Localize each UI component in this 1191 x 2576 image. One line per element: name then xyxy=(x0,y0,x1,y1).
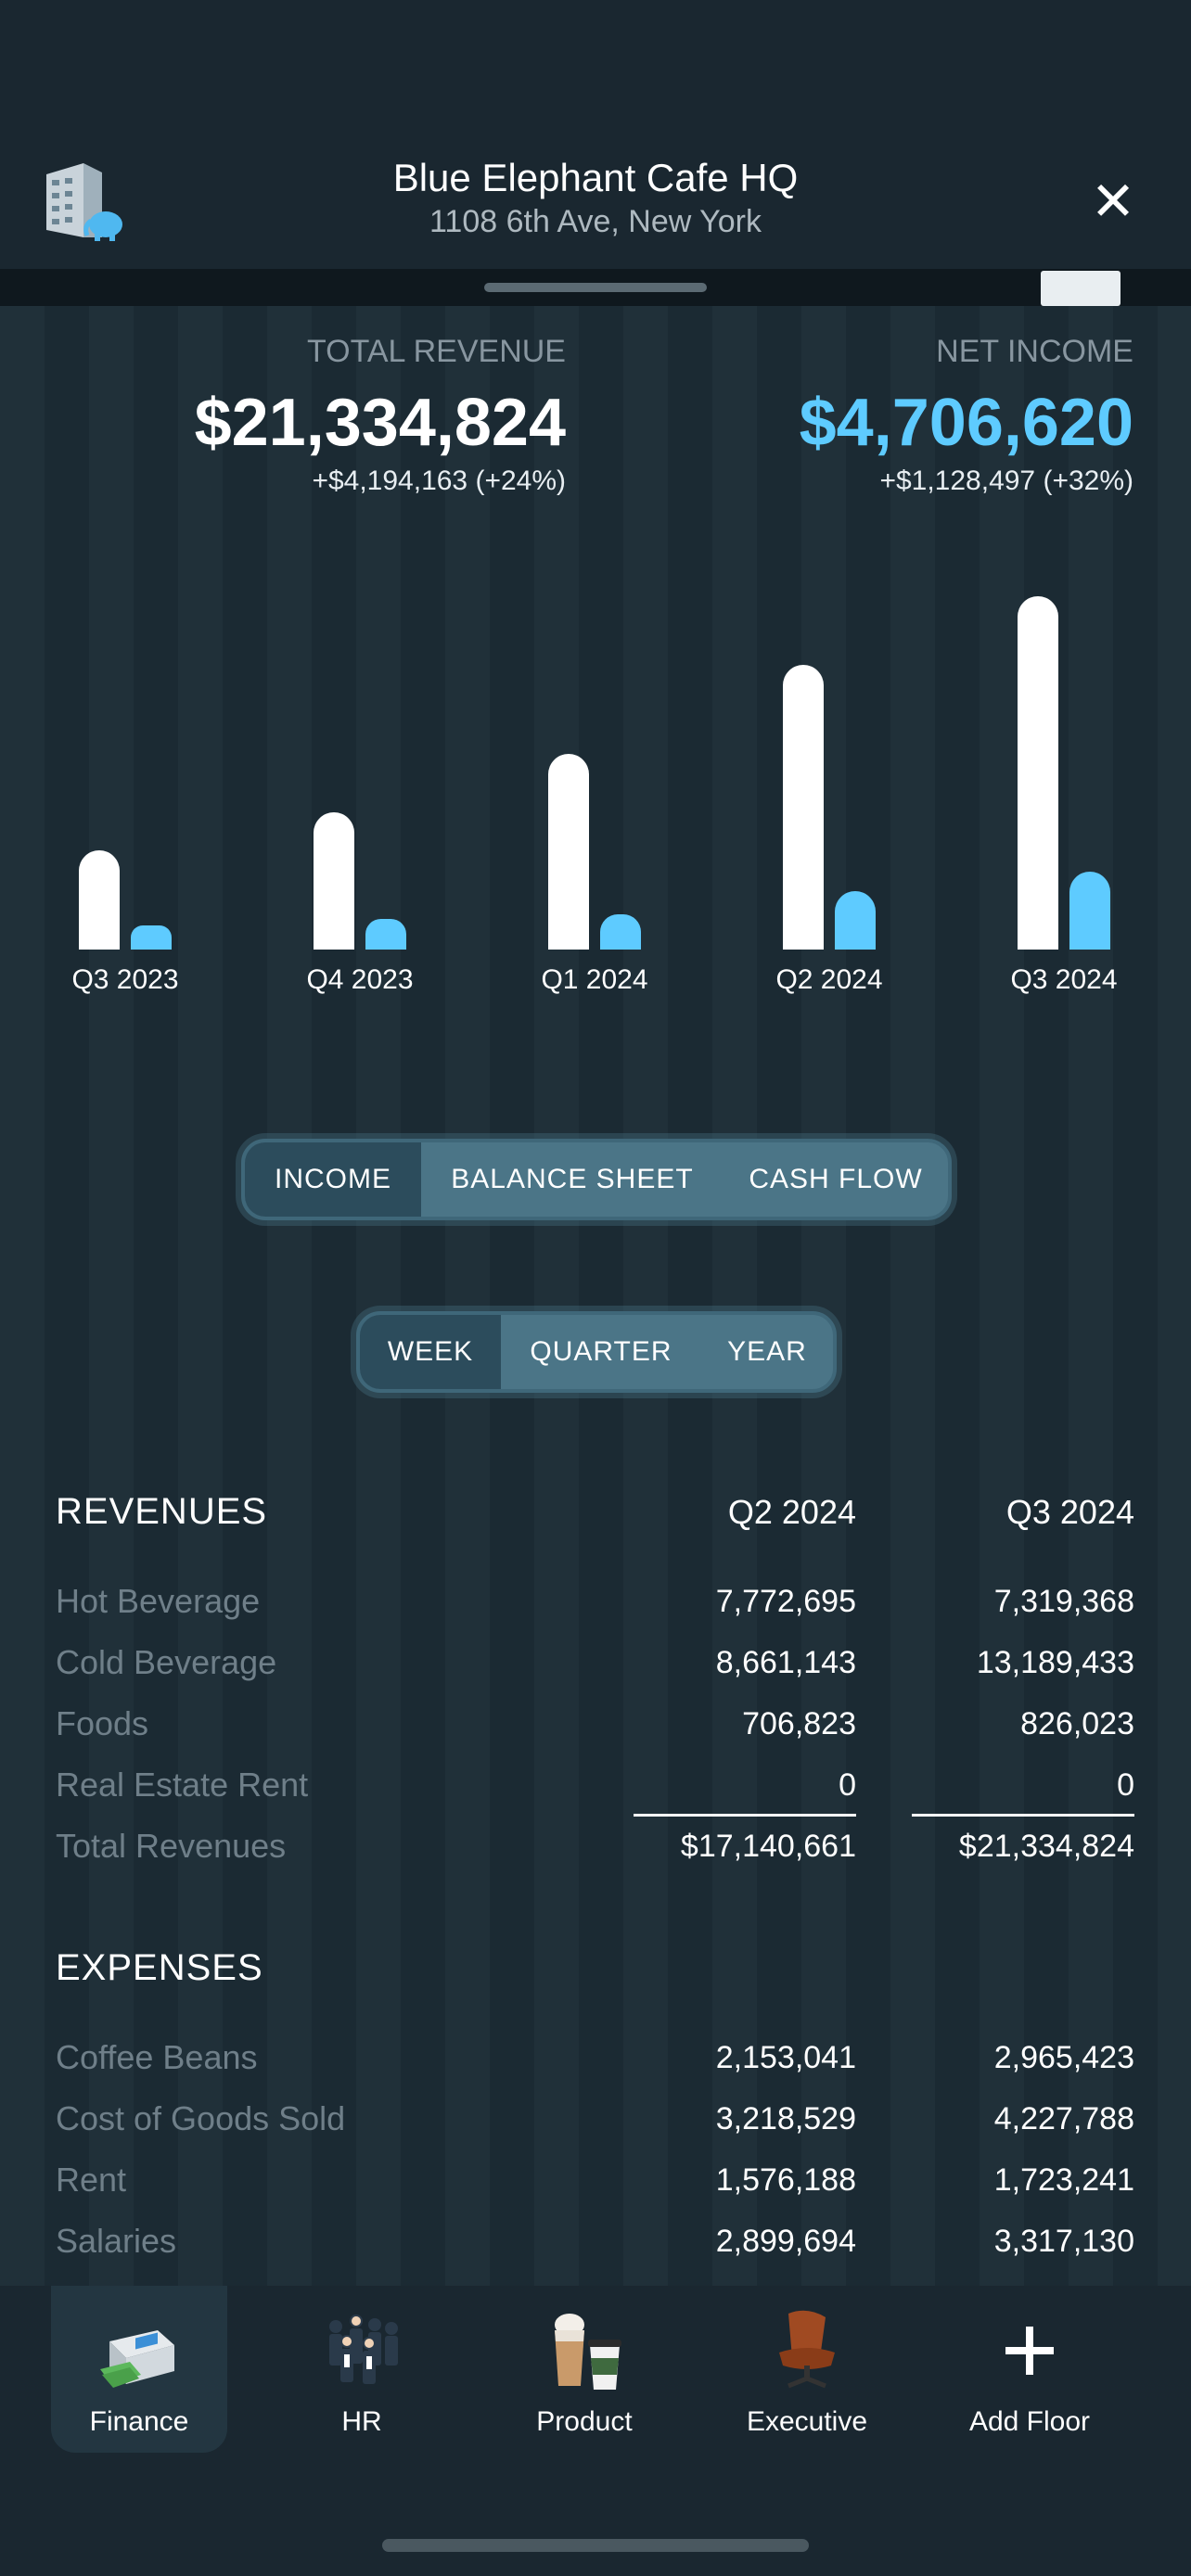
net-income-bar-4 xyxy=(1069,872,1110,950)
tab-income[interactable]: INCOME xyxy=(245,1142,421,1217)
nav-executive[interactable]: Executive xyxy=(719,2286,895,2453)
period-tabs: WEEK QUARTER YEAR xyxy=(356,1311,837,1393)
cell-q2: 8,661,143 xyxy=(715,1645,856,1680)
cell-q3: 7,319,368 xyxy=(993,1584,1134,1619)
row-label: Hot Beverage xyxy=(56,1582,261,1620)
cell-q2: 706,823 xyxy=(742,1706,856,1741)
cash-counter-icon xyxy=(100,2330,174,2388)
cell-q2: 2,899,694 xyxy=(715,2224,856,2259)
tab-year[interactable]: YEAR xyxy=(727,1336,807,1367)
statement-tabs: INCOME BALANCE SHEET CASH FLOW xyxy=(241,1139,952,1220)
net-income-label: NET INCOME xyxy=(936,334,1133,369)
subtotal-rule-q2 xyxy=(634,1814,856,1817)
row-label: Cold Beverage xyxy=(56,1643,277,1681)
net-income-value: $4,706,620 xyxy=(799,386,1133,460)
coffee-cups-icon xyxy=(555,2314,621,2390)
expenses-title: EXPENSES xyxy=(56,1947,263,1988)
cell-total-q3: $21,334,824 xyxy=(958,1829,1134,1864)
home-indicator xyxy=(382,2539,809,2552)
header xyxy=(0,0,1191,269)
tab-cash-flow[interactable]: CASH FLOW xyxy=(749,1164,923,1194)
tab-quarter[interactable]: QUARTER xyxy=(530,1336,672,1367)
net-income-delta: +$1,128,497 (+32%) xyxy=(879,465,1133,496)
cell-q3: 13,189,433 xyxy=(976,1645,1134,1680)
row-label: Cost of Goods Sold xyxy=(56,2099,346,2137)
tab-week[interactable]: WEEK xyxy=(360,1315,501,1389)
net-income-bar-3 xyxy=(835,891,876,950)
close-button[interactable]: ✕ xyxy=(1085,175,1141,232)
strip-tab[interactable] xyxy=(1041,271,1121,306)
close-icon: ✕ xyxy=(1090,172,1136,232)
net-income-bar-1 xyxy=(365,919,406,950)
subtotal-rule-q3 xyxy=(912,1814,1134,1817)
total-revenue-value: $21,334,824 xyxy=(194,386,566,460)
nav-label: Product xyxy=(536,2406,633,2437)
cell-q3: 826,023 xyxy=(1020,1706,1134,1741)
office-chair-icon xyxy=(779,2310,835,2389)
revenues-title: REVENUES xyxy=(56,1491,268,1532)
cell-q3: 1,723,241 xyxy=(993,2162,1134,2198)
cell-q2: 2,153,041 xyxy=(715,2040,856,2075)
row-label: Real Estate Rent xyxy=(56,1766,309,1804)
finance-panel xyxy=(0,306,1191,2286)
page-title: Blue Elephant Cafe HQ xyxy=(392,156,799,199)
plus-icon xyxy=(1005,2327,1054,2375)
x-tick-label: Q3 2024 xyxy=(1010,964,1118,995)
nav-hr[interactable]: HR xyxy=(274,2286,450,2453)
cell-q3: 0 xyxy=(1117,1767,1134,1803)
cell-q3: 4,227,788 xyxy=(993,2101,1134,2136)
row-label: Coffee Beans xyxy=(56,2038,258,2076)
nav-product[interactable]: Product xyxy=(496,2286,672,2453)
x-tick-label: Q1 2024 xyxy=(541,964,648,995)
revenue-bar-2 xyxy=(548,754,589,950)
cell-q2: 3,218,529 xyxy=(715,2101,856,2136)
nav-label: Executive xyxy=(746,2406,868,2437)
tab-balance-sheet[interactable]: BALANCE SHEET xyxy=(451,1164,694,1194)
sheet-grabber[interactable] xyxy=(484,283,707,292)
revenue-bar-1 xyxy=(314,812,354,950)
nav-label: Finance xyxy=(89,2406,189,2437)
cell-q3: 2,965,423 xyxy=(993,2040,1134,2075)
row-label: Foods xyxy=(56,1704,149,1742)
x-tick-label: Q2 2024 xyxy=(775,964,883,995)
address-subtitle: 1108 6th Ave, New York xyxy=(429,204,762,239)
cell-total-q2: $17,140,661 xyxy=(680,1829,856,1864)
row-label-total: Total Revenues xyxy=(56,1827,287,1865)
revenue-bar-0 xyxy=(79,850,120,950)
nav-add-floor[interactable]: Add Floor xyxy=(941,2286,1118,2453)
row-label: Rent xyxy=(56,2161,127,2199)
total-revenue-delta: +$4,194,163 (+24%) xyxy=(312,465,566,496)
x-tick-label: Q4 2023 xyxy=(306,964,414,995)
column-q3-2024: Q3 2024 xyxy=(1005,1493,1134,1531)
x-tick-label: Q3 2023 xyxy=(71,964,179,995)
revenue-bar-3 xyxy=(783,665,824,950)
column-q2-2024: Q2 2024 xyxy=(727,1493,856,1531)
nav-finance[interactable]: Finance xyxy=(51,2286,227,2453)
net-income-bar-2 xyxy=(600,914,641,950)
people-group-icon xyxy=(329,2315,398,2384)
total-revenue-label: TOTAL REVENUE xyxy=(307,334,566,369)
cell-q2: 7,772,695 xyxy=(715,1584,856,1619)
cell-q2: 1,576,188 xyxy=(715,2162,856,2198)
cell-q2: 0 xyxy=(839,1767,856,1803)
cell-q3: 3,317,130 xyxy=(993,2224,1134,2259)
net-income-bar-0 xyxy=(131,925,172,950)
building-elephant-icon xyxy=(46,163,122,241)
nav-label: Add Floor xyxy=(968,2406,1091,2437)
revenue-bar-4 xyxy=(1018,596,1058,950)
nav-label: HR xyxy=(341,2406,382,2437)
row-label: Salaries xyxy=(56,2222,177,2260)
